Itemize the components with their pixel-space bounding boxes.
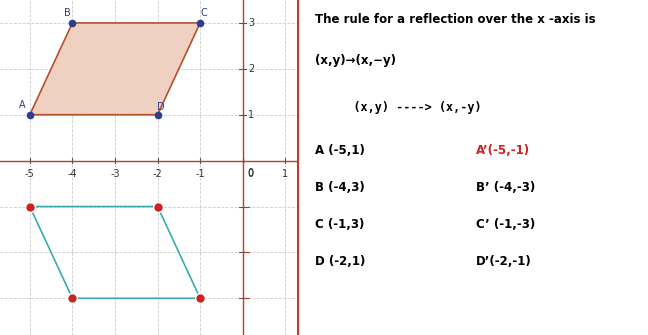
Text: C (-1,3): C (-1,3) — [315, 218, 364, 231]
Text: -5: -5 — [25, 169, 35, 179]
Text: C: C — [200, 8, 207, 18]
Text: 2: 2 — [248, 64, 254, 74]
Text: B: B — [64, 8, 71, 18]
Text: -4: -4 — [67, 169, 77, 179]
Text: -3: -3 — [110, 169, 120, 179]
Polygon shape — [30, 23, 200, 115]
Text: 0: 0 — [247, 169, 253, 179]
Text: (x,y) ----> (x,-y): (x,y) ----> (x,-y) — [332, 100, 481, 114]
Text: 3: 3 — [248, 18, 254, 28]
Text: B (-4,3): B (-4,3) — [315, 181, 365, 194]
Text: D’(-2,-1): D’(-2,-1) — [476, 255, 532, 268]
Text: B’ (-4,-3): B’ (-4,-3) — [476, 181, 535, 194]
Text: C’ (-1,-3): C’ (-1,-3) — [476, 218, 535, 231]
Text: 1: 1 — [283, 169, 288, 179]
Text: A’(-5,-1): A’(-5,-1) — [476, 144, 531, 157]
Text: The rule for a reflection over the x -axis is: The rule for a reflection over the x -ax… — [315, 13, 596, 26]
Text: D (-2,1): D (-2,1) — [315, 255, 365, 268]
Text: -1: -1 — [195, 169, 205, 179]
Text: (x,y)→(x,−y): (x,y)→(x,−y) — [315, 54, 396, 67]
Text: 1: 1 — [248, 110, 254, 120]
Text: D: D — [157, 103, 165, 113]
Text: 0: 0 — [248, 168, 254, 178]
Text: A (-5,1): A (-5,1) — [315, 144, 365, 157]
Text: A: A — [19, 100, 25, 110]
Text: -2: -2 — [153, 169, 163, 179]
